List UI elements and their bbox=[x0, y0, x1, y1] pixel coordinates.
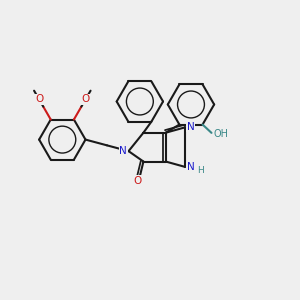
Text: N: N bbox=[119, 146, 127, 155]
Text: N: N bbox=[187, 122, 194, 132]
Text: O: O bbox=[81, 94, 90, 104]
Text: N: N bbox=[187, 163, 194, 172]
Text: O: O bbox=[35, 94, 43, 104]
Text: H: H bbox=[197, 166, 204, 175]
Text: O: O bbox=[133, 176, 141, 186]
Text: OH: OH bbox=[214, 129, 229, 139]
